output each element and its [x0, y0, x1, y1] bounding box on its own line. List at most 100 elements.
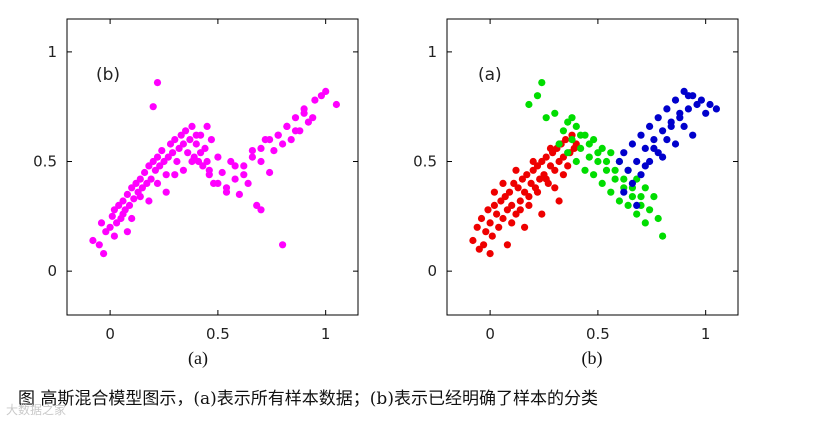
scatter-point: [671, 140, 680, 148]
scatter-point: [702, 109, 710, 117]
scatter-point: [235, 190, 243, 198]
scatter-point: [332, 100, 340, 109]
scatter-point: [602, 157, 611, 166]
scatter-point: [533, 162, 542, 170]
scatter-point: [182, 127, 190, 135]
scatter-point: [564, 162, 572, 170]
scatter-point: [231, 162, 239, 170]
scatter-point: [119, 210, 127, 218]
scatter-point: [248, 147, 256, 155]
scatter-point: [564, 149, 572, 157]
scatter-point: [123, 190, 131, 198]
scatter-point: [607, 188, 615, 196]
scatter-point: [97, 219, 106, 227]
scatter-point: [525, 201, 533, 209]
scatter-point: [572, 122, 580, 130]
scatter-point: [188, 157, 196, 166]
scatter-point: [659, 127, 667, 135]
scatter-point: [153, 79, 162, 87]
y-tick-label: 0: [427, 262, 437, 280]
scatter-point: [555, 197, 563, 205]
scatter-point: [697, 96, 706, 104]
scatter-point: [646, 122, 654, 130]
scatter-point: [205, 166, 213, 174]
scatter-point: [577, 144, 585, 152]
scatter-point: [179, 140, 187, 148]
scatter-point: [521, 188, 529, 196]
scatter-point: [503, 241, 511, 249]
scatter-point: [594, 149, 602, 157]
scatter-point: [680, 122, 688, 130]
scatter-point: [523, 171, 531, 179]
scatter-point: [559, 127, 568, 135]
scatter-point: [542, 153, 550, 161]
scatter-point: [646, 157, 654, 166]
scatter-point: [304, 118, 312, 126]
scatter-point: [650, 193, 658, 201]
scatter-point: [654, 214, 662, 223]
scatter-point: [620, 175, 628, 183]
scatter-point: [300, 109, 308, 117]
scatter-point: [590, 136, 598, 144]
scatter-point: [551, 109, 559, 117]
scatter-point: [508, 219, 516, 227]
scatter-point: [128, 214, 136, 223]
scatter-point: [490, 201, 498, 209]
scatter-point: [712, 105, 721, 113]
scatter-point: [162, 188, 170, 196]
scatter-point: [309, 114, 317, 122]
scatter-point: [108, 212, 116, 220]
scatter-point: [611, 175, 619, 183]
scatter-point: [572, 157, 580, 166]
scatter-point: [624, 201, 632, 209]
scatter-point: [525, 100, 533, 109]
scatter-point: [166, 140, 175, 148]
scatter-point: [499, 179, 507, 187]
scatter-point: [559, 153, 568, 161]
scatter-point: [199, 162, 207, 170]
scatter-point: [581, 166, 589, 174]
sub-caption: (b): [582, 348, 603, 369]
scatter-point: [646, 206, 654, 214]
scatter-point: [529, 157, 537, 166]
scatter-point: [650, 144, 658, 152]
scatter-point: [141, 168, 149, 177]
scatter-point: [484, 206, 492, 214]
scatter-point: [659, 153, 667, 161]
scatter-point: [585, 153, 593, 161]
scatter-point: [149, 103, 157, 111]
scatter-point: [542, 175, 550, 183]
scatter-point: [568, 136, 576, 144]
scatter-point: [516, 206, 524, 214]
scatter-point: [585, 140, 593, 148]
scatter-point: [637, 193, 645, 201]
scatter-point: [503, 206, 511, 214]
x-tick-label: 0: [105, 325, 115, 343]
scatter-point: [572, 140, 580, 148]
scatter-point: [706, 100, 714, 109]
scatter-point: [125, 201, 134, 209]
scatter-point: [100, 250, 108, 258]
scatter-point: [594, 157, 602, 166]
scatter-point: [499, 214, 507, 223]
scatter-point: [218, 168, 226, 177]
scatter-point: [505, 188, 514, 196]
scatter-point: [628, 193, 637, 201]
scatter-point: [508, 201, 516, 209]
scatter-point: [136, 193, 144, 201]
scatter-point: [89, 236, 97, 245]
scatter-point: [156, 162, 164, 170]
panel-right: 0 0.5 1 0 0.5 1 (a) (b): [413, 18, 739, 369]
scatter-point: [162, 171, 170, 179]
scatter-point: [598, 179, 606, 187]
scatter-point: [615, 157, 624, 166]
scatter-point: [510, 179, 518, 187]
scatter-point: [207, 136, 215, 144]
scatter-point: [555, 157, 563, 166]
x-tick-label: 1: [321, 325, 331, 343]
scatter-point: [473, 223, 481, 231]
watermark-text: 大数据之家: [6, 403, 67, 417]
sub-caption: (a): [188, 348, 208, 369]
scatter-point: [136, 175, 144, 183]
